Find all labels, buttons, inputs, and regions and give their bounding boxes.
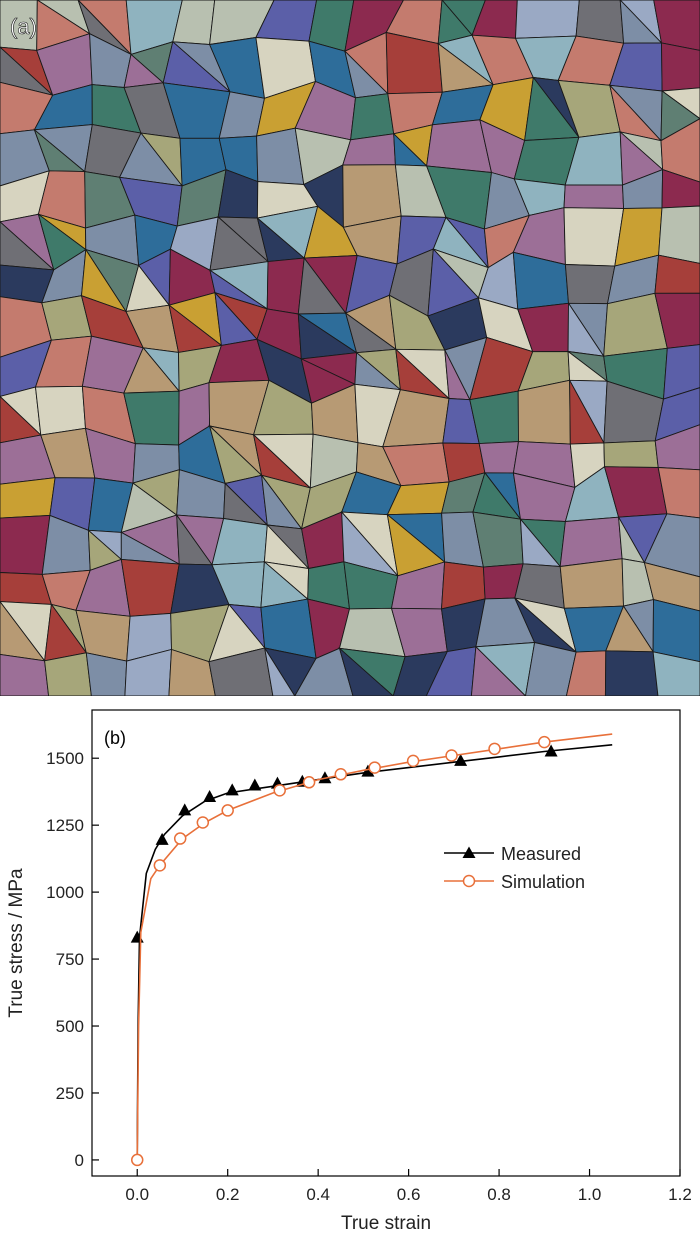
data-point-measured (178, 803, 192, 816)
grain (469, 390, 519, 445)
data-point-measured (361, 764, 375, 777)
stress-strain-chart: 0 250 500 750 1000 1250 1500 0.0 0.2 0.4 0.6 0.8 1.… (6, 709, 692, 1234)
data-point-measured (544, 744, 558, 757)
grain (559, 558, 624, 609)
grain (565, 650, 607, 696)
data-point-measured (454, 753, 468, 766)
grain (0, 514, 51, 575)
y-tick-label: 750 (56, 950, 84, 969)
grain (294, 647, 354, 696)
grain (559, 516, 623, 568)
grain (208, 647, 274, 696)
grain (643, 561, 700, 612)
y-tick-label: 1500 (46, 749, 84, 768)
grain (663, 344, 700, 400)
grain (120, 558, 180, 617)
data-point-simulation (445, 749, 458, 762)
x-tick-label: 0.4 (306, 1185, 330, 1204)
data-point-simulation (273, 784, 286, 797)
grain (515, 0, 580, 39)
grain (658, 205, 700, 264)
grain (652, 599, 700, 663)
grain (604, 650, 659, 696)
x-tick-label: 0.0 (125, 1185, 149, 1204)
grain (517, 379, 571, 445)
y-tick-label: 1000 (46, 883, 84, 902)
grain (264, 647, 296, 696)
grain (643, 513, 700, 578)
grain (654, 387, 700, 442)
grain (564, 264, 616, 305)
grain (44, 652, 92, 696)
grain (266, 257, 305, 315)
grain (470, 645, 527, 696)
grain (654, 424, 700, 471)
x-axis: 0.0 0.2 0.4 0.6 0.8 1.0 1.2 (125, 1169, 692, 1204)
data-point-measured (318, 771, 332, 784)
y-tick-label: 1250 (46, 816, 84, 835)
grain-layer (0, 0, 700, 696)
data-point-simulation (196, 816, 210, 829)
grain (563, 184, 625, 209)
grain (660, 118, 700, 183)
data-point-simulation (221, 804, 234, 817)
grain (603, 440, 659, 468)
y-axis: 0 250 500 750 1000 1250 1500 (46, 749, 99, 1170)
grain-microstructure-panel: (a) (0, 0, 700, 696)
legend: Measured Simulation (444, 844, 585, 892)
grain (350, 93, 395, 141)
x-tick-label: 0.2 (216, 1185, 240, 1204)
x-tick-label: 0.6 (397, 1185, 421, 1204)
grain (654, 254, 700, 294)
series-line-simulation (136, 733, 613, 1160)
data-point-measured (203, 790, 217, 803)
grain (563, 207, 625, 267)
data-point-simulation (334, 768, 348, 781)
legend-label-measured: Measured (501, 844, 581, 864)
data-point-simulation (153, 859, 167, 872)
series-layer (130, 733, 613, 1167)
legend-label-simulation: Simulation (501, 872, 585, 892)
data-point-simulation (406, 754, 420, 768)
plot-frame (91, 709, 681, 1177)
x-tick-label: 0.8 (487, 1185, 511, 1204)
data-point-measured (155, 832, 169, 845)
grain (657, 467, 700, 519)
grain (392, 651, 449, 696)
grain (34, 385, 86, 436)
grain (652, 651, 700, 696)
grain (168, 648, 216, 696)
panel-b-label: (b) (104, 728, 126, 748)
grain (338, 646, 394, 696)
legend-marker-simulation (462, 874, 476, 888)
x-tick-label: 1.2 (668, 1185, 692, 1204)
y-tick-label: 250 (56, 1084, 84, 1103)
grain (425, 646, 477, 696)
data-point-simulation (538, 735, 551, 749)
y-tick-label: 0 (75, 1151, 84, 1170)
grain (85, 652, 128, 696)
data-point-simulation (302, 776, 316, 789)
grain (0, 477, 56, 519)
grain (654, 292, 700, 349)
data-point-simulation (368, 761, 381, 774)
grain (653, 0, 700, 51)
data-point-simulation (130, 1153, 144, 1167)
grain (0, 653, 50, 696)
grain (478, 441, 520, 474)
panel-a-label: (a) (10, 14, 37, 39)
data-point-measured (225, 783, 239, 796)
grain (525, 641, 577, 696)
y-axis-label: True stress / MPa (6, 868, 27, 1018)
data-point-simulation (173, 832, 187, 845)
x-axis-label: True strain (341, 1213, 431, 1234)
data-point-simulation (488, 742, 501, 756)
x-tick-label: 1.0 (578, 1185, 602, 1204)
grain (661, 42, 700, 92)
data-point-measured (248, 778, 262, 791)
legend-marker-measured (462, 846, 476, 858)
grain (124, 648, 172, 696)
grain (661, 168, 700, 209)
y-tick-label: 500 (56, 1017, 84, 1036)
